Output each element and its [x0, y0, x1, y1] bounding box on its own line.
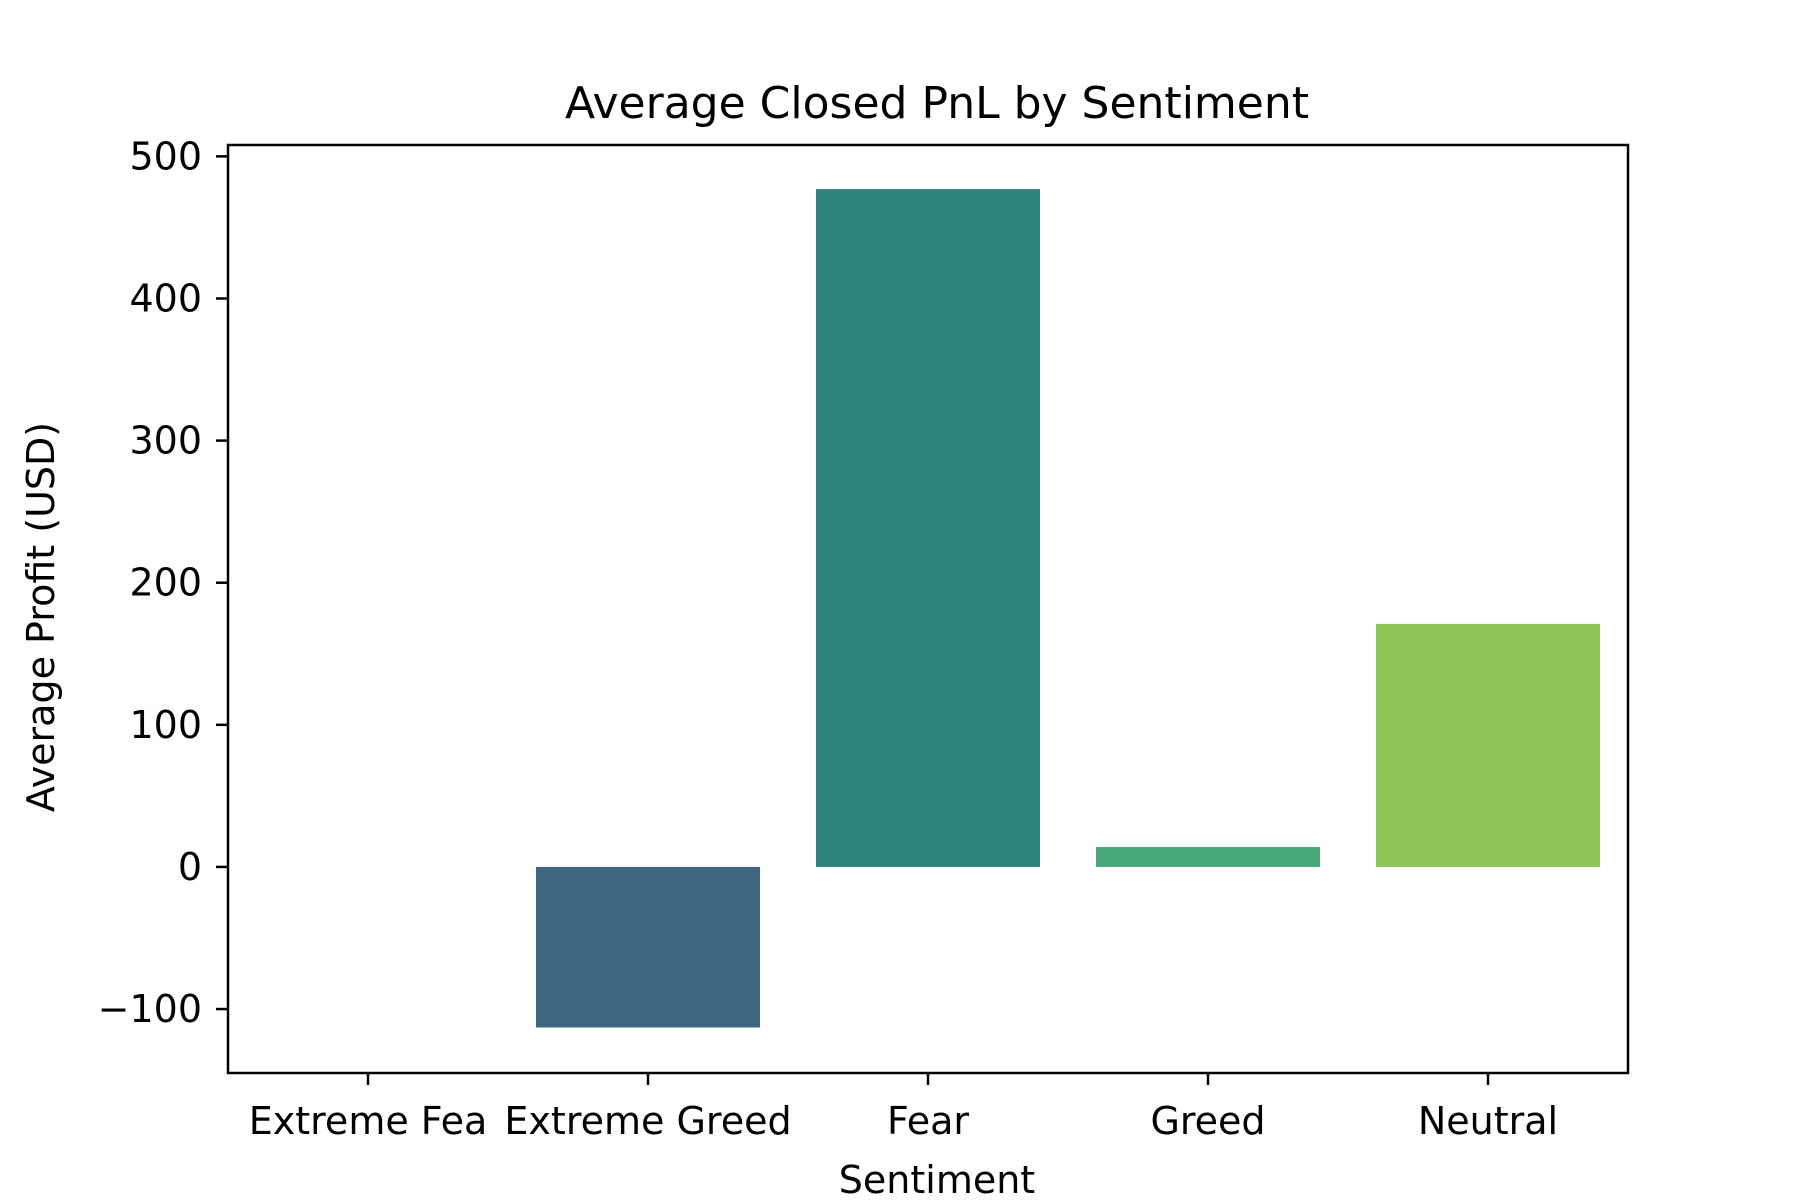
y-axis: −100 0 100 200 300 400 500 [98, 134, 228, 1031]
y-tick-label: 0 [178, 845, 202, 889]
x-tick-label: Neutral [1418, 1099, 1558, 1143]
bar-fear [816, 189, 1040, 867]
y-tick-label: 500 [129, 134, 202, 178]
x-tick-label: Extreme Greed [504, 1099, 791, 1143]
plot-frame [226, 143, 1630, 1075]
y-axis-label: Average Profit (USD) [19, 422, 63, 812]
bar-neutral [1376, 623, 1600, 867]
y-tick-label: 100 [129, 703, 202, 747]
y-tick-label: −100 [98, 987, 202, 1031]
x-axis: Extreme Fea Extreme Greed Fear Greed Neutral [249, 1073, 1558, 1143]
y-tick-label: 300 [129, 419, 202, 463]
chart-title: Average Closed PnL by Sentiment [565, 78, 1309, 129]
y-tick-label: 200 [129, 561, 202, 605]
x-axis-label: Sentiment [839, 1158, 1035, 1200]
x-tick-label: Extreme Fea [249, 1099, 487, 1143]
bar-greed [1096, 847, 1320, 867]
x-tick-label: Greed [1150, 1099, 1265, 1143]
x-tick-label: Fear [887, 1099, 969, 1143]
bar-extreme-greed [536, 866, 760, 1028]
bars-layer [536, 189, 1600, 1028]
y-tick-label: 400 [129, 276, 202, 320]
